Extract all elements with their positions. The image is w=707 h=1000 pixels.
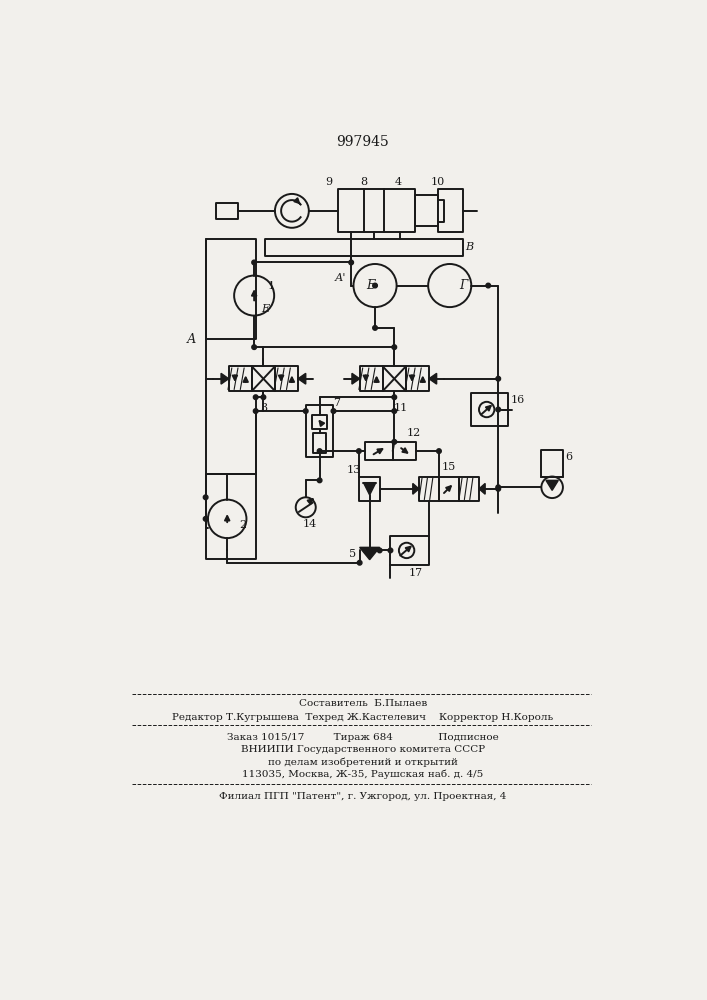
Text: В: В [465,242,473,252]
Circle shape [317,478,322,483]
Circle shape [204,517,208,521]
Circle shape [331,409,336,413]
Circle shape [496,487,501,491]
Text: 1: 1 [267,281,274,291]
Circle shape [253,395,258,400]
Text: 3: 3 [260,403,267,413]
Bar [265,239,463,256]
Text: по делам изобретений и открытий: по делам изобретений и открытий [268,757,457,767]
Text: 14: 14 [303,519,317,529]
Circle shape [252,345,257,349]
Polygon shape [413,483,419,494]
Circle shape [392,395,397,400]
Bar [419,477,439,501]
Polygon shape [360,547,380,560]
Text: А': А' [334,273,346,283]
Circle shape [357,560,362,565]
Polygon shape [352,373,360,384]
Text: 15: 15 [442,462,456,472]
Circle shape [392,440,397,444]
Bar [438,189,463,232]
Bar [382,366,406,391]
Circle shape [392,345,397,349]
Polygon shape [221,373,229,384]
Polygon shape [298,373,305,384]
Text: 4: 4 [395,177,402,187]
Circle shape [356,449,361,453]
Circle shape [373,326,378,330]
Circle shape [496,485,501,490]
Circle shape [261,395,266,400]
Text: 113035, Москва, Ж-35, Раушская наб. д. 4/5: 113035, Москва, Ж-35, Раушская наб. д. 4… [242,770,484,779]
Text: 16: 16 [511,395,525,405]
Bar [312,415,327,429]
Text: 11: 11 [393,403,407,413]
Text: 17: 17 [409,568,423,578]
Polygon shape [363,483,376,495]
Polygon shape [546,480,559,490]
Text: Редактор Т.Кугрышева  Техред Ж.Кастелевич    Корректор Н.Король: Редактор Т.Кугрышева Техред Ж.Кастелевич… [173,713,554,722]
Text: 7: 7 [333,398,340,408]
Bar [275,366,298,391]
Bar [365,442,393,460]
Text: 13: 13 [347,465,361,475]
Bar [313,433,326,453]
Circle shape [317,449,322,453]
Bar [406,366,429,391]
Text: 2: 2 [239,520,246,530]
Text: Б: Б [367,279,375,292]
Bar [393,442,416,460]
Polygon shape [479,483,485,494]
Circle shape [378,548,382,553]
Text: Составитель  Б.Пылаев: Составитель Б.Пылаев [298,699,427,708]
Circle shape [486,283,491,288]
Text: Г: Г [460,279,468,292]
Text: 5: 5 [349,549,356,559]
Circle shape [437,449,441,453]
Bar [216,203,238,219]
Bar [459,477,479,501]
Text: ВНИИПИ Государственного комитета СССР: ВНИИПИ Государственного комитета СССР [240,745,485,754]
Bar [359,477,380,501]
Text: 10: 10 [431,177,445,187]
Circle shape [303,409,308,413]
Text: А: А [187,333,197,346]
Circle shape [252,260,257,265]
Text: 12: 12 [407,428,421,438]
Text: Заказ 1015/17         Тираж 684              Подписное: Заказ 1015/17 Тираж 684 Подписное [227,733,498,742]
Bar [438,200,444,222]
Bar [415,195,438,226]
Text: 997945: 997945 [337,135,389,149]
Text: 8: 8 [361,177,368,187]
Text: Е: Е [262,304,270,314]
Circle shape [496,376,501,381]
Bar [472,393,508,426]
Circle shape [204,495,208,500]
Bar [229,366,252,391]
Circle shape [496,407,501,412]
Bar [338,189,415,232]
Polygon shape [429,373,437,384]
Text: Филиал ПГП "Патент", г. Ужгород, ул. Проектная, 4: Филиал ПГП "Патент", г. Ужгород, ул. Про… [219,792,506,801]
Circle shape [373,283,378,288]
Bar [206,474,256,559]
Bar [439,477,459,501]
Circle shape [349,260,354,265]
Bar [360,366,382,391]
Bar [305,405,334,457]
Bar [542,450,563,477]
Text: 6: 6 [566,452,573,462]
Circle shape [392,409,397,413]
Circle shape [253,409,258,413]
Bar [252,366,275,391]
Bar [390,536,429,565]
Bar [206,239,256,339]
Circle shape [388,548,393,553]
Text: 9: 9 [325,177,332,187]
